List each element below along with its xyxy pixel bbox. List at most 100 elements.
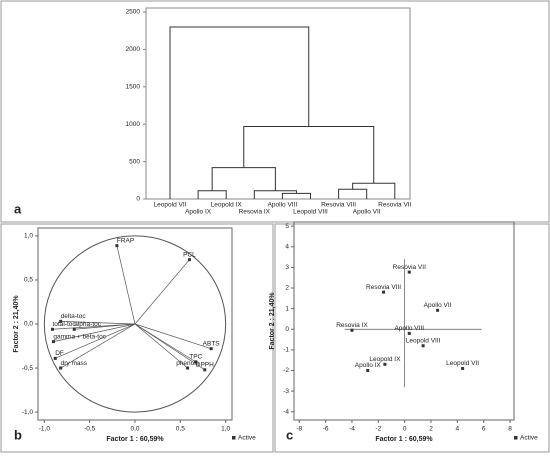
y-tick-label: 2000 [126,46,141,53]
point [407,270,411,274]
loading-vector [116,245,136,325]
point [186,366,190,370]
y-tick-label: 1000 [126,121,141,128]
x-tick-label: -8 [296,426,302,433]
x-tick-label: 4 [456,426,460,433]
y-tick-label: 1 [285,305,289,312]
loading-vector [53,323,136,342]
y-tick-label: -4 [283,408,289,415]
x-axis-title: Factor 1 : 60,59% [375,436,433,443]
point-label: delta-toc [61,313,87,320]
point-label: TPC [189,354,202,361]
y-tick-label: 5 [285,223,289,230]
y-axis-title: Factor 2 : 21,40% [13,295,20,353]
panel-label: a [14,201,22,216]
x-tick-label: -2 [375,426,381,433]
point [209,347,213,351]
x-tick-label: 6 [482,426,486,433]
loading-vector [134,323,212,349]
leaf-label: Leopold IX [211,202,243,209]
y-tick-label: -2 [283,367,289,374]
panel-frame [274,223,550,453]
loading-vector [134,259,190,325]
unit-circle [43,235,227,413]
legend-marker [514,436,518,440]
point-label: Leopold VII [446,360,479,367]
point [115,244,119,248]
point [382,290,386,294]
legend-marker [232,436,236,440]
point-label: DPPH [196,362,214,369]
point [350,328,354,332]
leaf-label: Leopold VII [154,202,187,209]
y-tick-label: -3 [283,388,289,395]
y-tick-label: 500 [129,158,140,165]
point-label: Leopold IX [369,356,401,363]
panel-frame [0,223,274,453]
loading-vector [74,323,136,330]
point-label: DF [55,350,64,357]
dendrogram-link [253,190,297,199]
dendrogram-link [338,188,368,199]
panel-label: c [286,427,293,442]
loading-vector [134,323,205,371]
point-label: Apollo IX [355,362,382,369]
point-label: Apollo VII [424,302,452,309]
legend-label: Active [238,435,256,442]
leaf-label: Apollo IX [185,209,212,216]
y-tick-label: 1500 [126,84,141,91]
y-tick-label: 3 [285,264,289,271]
point-label: FRAP [117,237,134,244]
x-tick-label: -1,0 [39,426,51,433]
point-label: total-toc [53,321,77,328]
x-tick-label: 0,0 [130,426,139,433]
point [461,366,465,370]
y-axis-title: Factor 2 : 21,40% [269,292,276,350]
y-tick-label: 2500 [126,9,141,16]
leaf-label: Leopold VIII [293,209,328,216]
y-tick-label: 0 [285,326,289,333]
point-label: ABTS [203,340,221,347]
leaf-label: Apollo VII [353,209,381,216]
x-tick-label: 0 [403,426,407,433]
x-tick-label: 2 [429,426,433,433]
loading-vector [55,323,136,359]
y-tick-label: -0,5 [22,365,34,372]
plot-frame [293,221,515,421]
y-tick-label: -1 [283,347,289,354]
x-axis-title: Factor 1 : 60,59% [106,436,164,443]
y-tick-label: 0,5 [24,277,33,284]
x-tick-label: 8 [508,426,512,433]
loading-vector [60,321,136,325]
y-tick-label: 2 [285,285,289,292]
point-label: Leopold VIII [406,337,441,344]
point [59,319,63,323]
y-tick-label: -1,0 [22,409,34,416]
x-tick-label: 1,0 [221,426,230,433]
loading-vector [60,323,136,369]
x-tick-label: 0,5 [176,426,185,433]
point [407,331,411,335]
panel-frame [0,0,550,223]
leaf-label: Apollo VIII [268,202,298,209]
legend-label: Active [520,435,538,442]
point [436,308,440,312]
y-tick-label: 4 [285,243,289,250]
dendrogram-link [243,125,375,184]
point-label: dry mass [61,360,88,367]
leaf-label: Resovia IX [239,209,271,216]
point [51,340,55,344]
dendrogram-link [197,190,227,199]
point [203,368,207,372]
x-tick-label: -4 [349,426,355,433]
y-tick-label: 0 [136,196,140,203]
point-label: Resovia IX [336,322,368,329]
point [59,366,63,370]
point [383,362,387,366]
point [51,327,55,331]
point-label: alpha-toc [74,321,101,328]
dendrogram-link [169,26,310,199]
x-tick-label: -6 [323,426,329,433]
leaf-label: Resovia VIII [321,202,356,209]
